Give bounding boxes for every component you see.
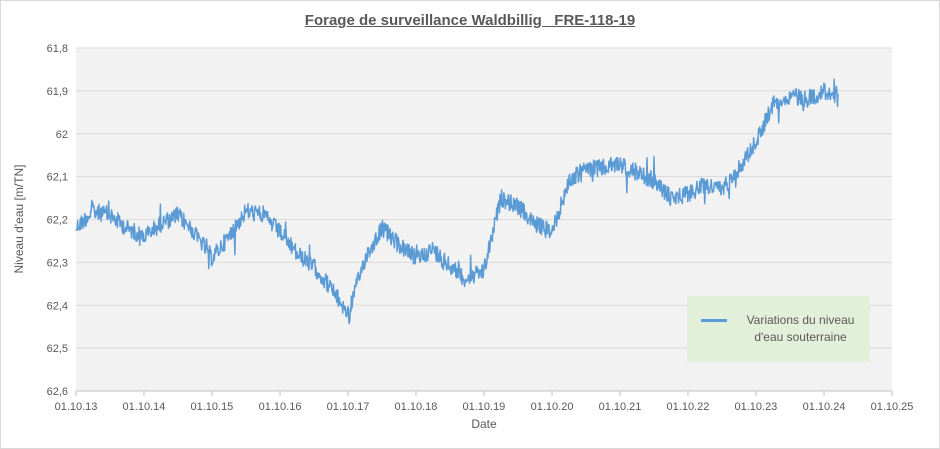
y-tick-label: 62,2 bbox=[47, 215, 68, 227]
y-tick-label: 62,3 bbox=[47, 257, 68, 269]
x-tick-labels: 01.10.13 01.10.14 01.10.15 01.10.16 01.10.17… bbox=[55, 390, 914, 413]
x-tick-label: 01.10.14 bbox=[123, 401, 166, 413]
x-tick-label: 01.10.23 bbox=[734, 401, 777, 413]
y-tick-label: 62,5 bbox=[47, 343, 68, 355]
x-tick-label: 01.10.18 bbox=[395, 401, 438, 413]
x-tick-label: 01.10.17 bbox=[327, 401, 370, 413]
legend-label: Variations du niveau d'eau souterraine bbox=[746, 313, 855, 344]
x-tick-label: 01.10.25 bbox=[871, 401, 914, 413]
legend-line-swatch bbox=[701, 319, 727, 322]
y-tick-label: 62,1 bbox=[47, 172, 68, 184]
x-tick-label: 01.10.15 bbox=[190, 401, 233, 413]
x-tick-label: 01.10.20 bbox=[531, 401, 574, 413]
y-tick-label: 62,6 bbox=[47, 386, 68, 398]
x-axis-label: Date bbox=[471, 417, 497, 431]
y-tick-label: 61,9 bbox=[47, 86, 68, 98]
legend: Variations du niveau d'eau souterraine bbox=[687, 296, 870, 362]
x-tick-label: 01.10.24 bbox=[803, 401, 846, 413]
x-tick-label: 01.10.22 bbox=[667, 401, 710, 413]
series-group bbox=[75, 78, 839, 325]
y-tick-label: 62 bbox=[56, 129, 68, 141]
x-tick-label: 01.10.16 bbox=[259, 401, 302, 413]
y-tick-label: 62,4 bbox=[47, 300, 68, 312]
y-tick-labels: 61,8 61,9 62 62,1 62,2 62,3 62,4 62,5 62,6 bbox=[47, 43, 68, 398]
y-tick-label: 61,8 bbox=[47, 43, 68, 55]
x-tick-label: 01.10.19 bbox=[462, 401, 505, 413]
x-tick-label: 01.10.13 bbox=[55, 401, 98, 413]
chart-title: Forage de surveillance Waldbillig FRE-11… bbox=[304, 12, 636, 29]
series-line bbox=[75, 78, 839, 325]
x-tick-label: 01.10.21 bbox=[599, 401, 642, 413]
